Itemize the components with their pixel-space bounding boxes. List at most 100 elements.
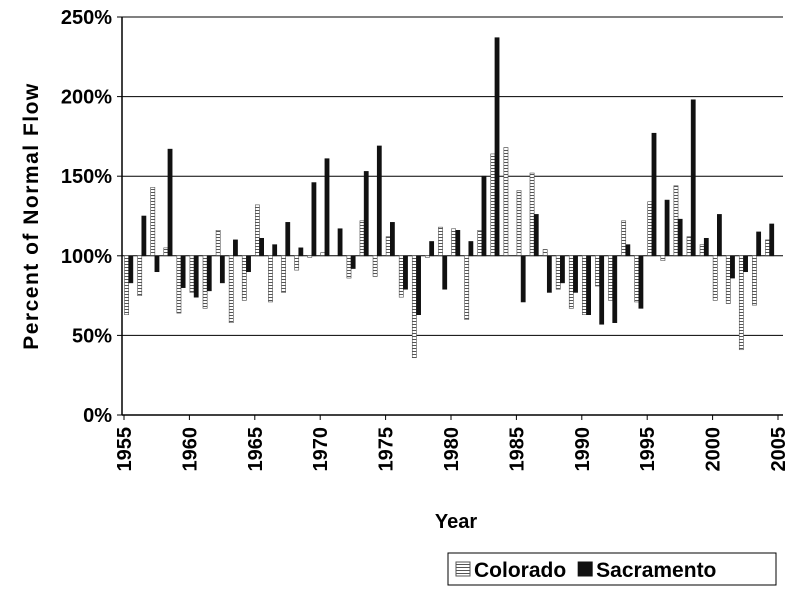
legend-label: Colorado (474, 559, 566, 582)
legend-swatch (577, 561, 593, 577)
bar (442, 255, 448, 290)
bar (634, 255, 640, 303)
bar (638, 255, 644, 309)
bar (403, 255, 408, 290)
bar (163, 247, 169, 257)
bar (703, 237, 709, 257)
bar (259, 237, 264, 257)
y-tick-label: 50% (72, 325, 112, 347)
bar (573, 255, 578, 293)
bar (255, 204, 260, 257)
bar (752, 255, 757, 306)
x-tick-label: 1990 (572, 427, 594, 472)
x-tick-label: 1965 (245, 427, 267, 472)
bar (468, 241, 474, 257)
bar (686, 236, 692, 257)
bar (337, 228, 343, 257)
bar (124, 255, 129, 316)
bar (586, 255, 591, 316)
bar (743, 255, 748, 273)
bar (246, 255, 251, 273)
bar (272, 244, 278, 257)
bar (385, 236, 391, 257)
x-tick-label: 1960 (179, 427, 201, 472)
bar (189, 255, 195, 293)
y-tick-label: 250% (61, 7, 112, 29)
bar (455, 230, 461, 257)
bar (516, 190, 522, 257)
bar (398, 255, 404, 298)
bar (285, 222, 291, 257)
x-tick-label: 1980 (441, 427, 463, 472)
y-tick-label: 200% (61, 87, 112, 109)
bar (546, 255, 552, 293)
bar (346, 255, 352, 279)
bar (389, 222, 395, 257)
bar (581, 255, 587, 316)
bar (716, 214, 722, 257)
bar (167, 148, 173, 257)
x-tick-label: 2000 (703, 427, 725, 472)
bar (350, 255, 356, 269)
bar (376, 145, 382, 257)
bar (533, 214, 539, 257)
y-tick-label: 100% (61, 246, 112, 268)
bar (268, 255, 273, 303)
x-tick-label: 1955 (114, 427, 136, 472)
bar (608, 255, 613, 301)
bar (756, 231, 762, 257)
bar (137, 255, 143, 296)
bar (730, 255, 735, 279)
bar (233, 239, 238, 257)
x-tick-label: 1985 (506, 427, 528, 472)
bar (494, 37, 500, 257)
bar (307, 255, 313, 258)
bar (621, 220, 627, 257)
legend-swatch (455, 561, 471, 577)
bar (219, 255, 225, 284)
x-tick-label: 1995 (637, 427, 659, 472)
bar (625, 244, 631, 257)
bar (298, 247, 304, 257)
bar (193, 255, 199, 298)
bar (411, 255, 417, 358)
bar (320, 252, 326, 257)
bar (241, 255, 247, 301)
bar (725, 255, 731, 304)
bar (660, 255, 666, 261)
bar (690, 99, 696, 257)
bar (520, 255, 526, 303)
bar (202, 255, 208, 309)
bar (481, 175, 487, 257)
bar (180, 255, 186, 288)
bar (568, 255, 574, 309)
legend-label: Sacramento (596, 559, 716, 582)
bar (176, 255, 182, 314)
bar (647, 201, 653, 257)
bar (154, 255, 160, 273)
bar (324, 158, 330, 257)
bar (738, 255, 744, 351)
bar (425, 255, 430, 258)
bar (612, 255, 618, 323)
bar (677, 218, 683, 257)
bar (294, 255, 300, 271)
bar (281, 255, 286, 293)
bar (372, 255, 378, 277)
bar (429, 241, 435, 257)
bar (150, 187, 156, 257)
y-tick-label: 150% (61, 166, 112, 188)
bar (555, 255, 561, 290)
bar (464, 255, 470, 320)
legend-box (447, 552, 777, 586)
bar (769, 223, 775, 257)
bar (451, 228, 456, 257)
bar (363, 171, 369, 257)
bar (228, 255, 234, 323)
bar (215, 230, 221, 257)
bar (599, 255, 605, 325)
bar (673, 185, 679, 257)
x-tick-label: 1970 (310, 427, 332, 472)
bar (416, 255, 421, 316)
bar (206, 255, 212, 292)
